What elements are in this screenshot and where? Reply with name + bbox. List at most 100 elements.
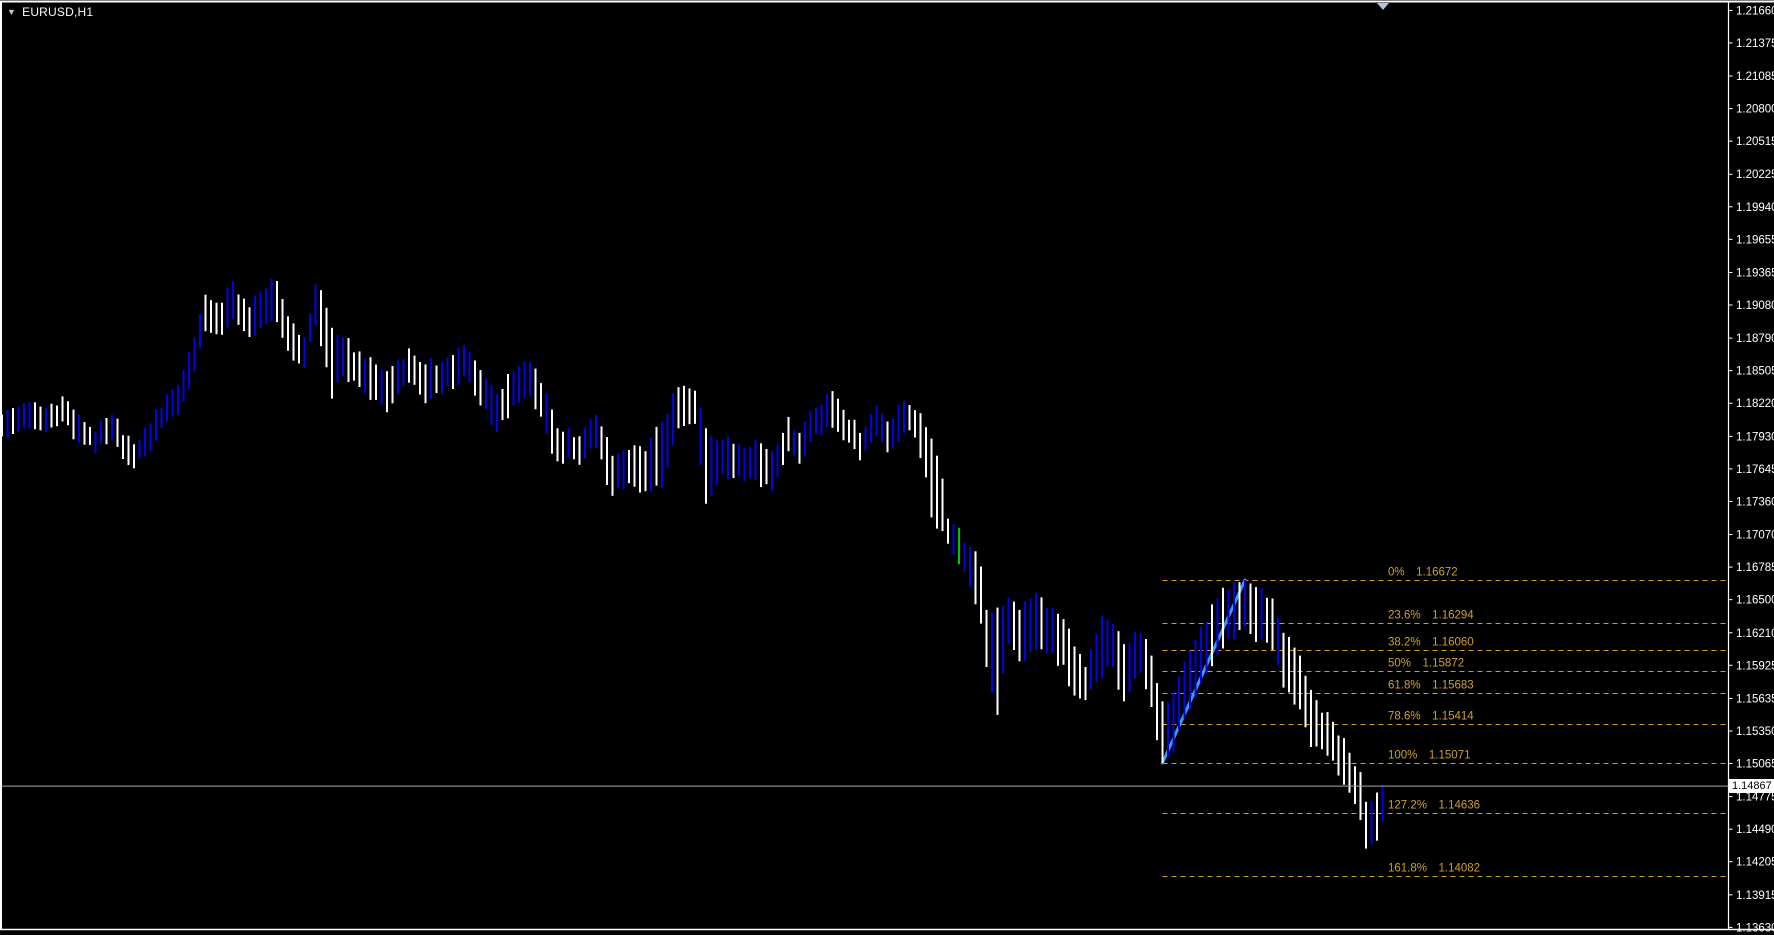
price-bar [309, 313, 311, 342]
axis-tick-label: 1.19365 [1736, 267, 1774, 279]
price-bar [804, 421, 806, 457]
price-bar [1310, 689, 1312, 747]
axis-tick-label: 1.13630 [1736, 922, 1774, 934]
price-bar [776, 444, 779, 478]
price-bar [1238, 582, 1241, 630]
price-bar [468, 352, 471, 383]
axis-tick-label: 1.20515 [1736, 136, 1774, 148]
price-bar [1062, 619, 1065, 665]
price-bar [534, 368, 537, 410]
price-bar [353, 352, 355, 381]
price-bar [903, 400, 905, 433]
price-bar [1343, 738, 1345, 785]
price-bar [204, 294, 207, 332]
price-bar [1084, 667, 1087, 701]
symbol-text: EURUSD,H1 [22, 5, 94, 19]
price-axis[interactable]: 1.21660 1.21375 1.21085 1.20800 1.20515 1.202… [1728, 5, 1774, 934]
axis-tick-label: 1.16210 [1736, 628, 1774, 640]
price-bar [72, 409, 75, 440]
candles-layer [1, 279, 1384, 849]
price-bar [160, 407, 163, 429]
price-bar [523, 361, 526, 398]
price-bar [639, 446, 641, 493]
price-bar [1167, 702, 1169, 757]
price-bar [1139, 632, 1142, 673]
price-bar [182, 370, 185, 402]
price-bar [243, 298, 245, 332]
price-bar [1156, 683, 1158, 741]
price-bar [1150, 655, 1153, 707]
price-bar [375, 364, 377, 400]
price-bar [551, 409, 553, 454]
price-bar [1040, 597, 1043, 650]
price-bar [122, 435, 124, 459]
price-bar [28, 401, 31, 429]
price-bar [578, 436, 581, 465]
price-bar [463, 345, 465, 376]
price-bar [138, 440, 141, 459]
price-bar [661, 421, 663, 488]
price-bar [34, 402, 36, 430]
price-bar [837, 398, 839, 432]
price-bar [677, 387, 680, 429]
price-bar [83, 422, 86, 445]
price-bar [820, 404, 823, 436]
price-bar [303, 337, 306, 368]
fib-trendline[interactable] [1161, 578, 1247, 765]
price-bar [1178, 676, 1180, 730]
fib-level-label: 78.6% 1.15414 [1388, 711, 1474, 723]
price-bar [1035, 592, 1037, 650]
price-bar [705, 428, 707, 504]
price-bar [1326, 712, 1329, 756]
fib-level-label: 61.8% 1.15683 [1388, 680, 1474, 692]
price-bar [325, 307, 328, 368]
price-bar [952, 524, 955, 556]
price-bar [116, 418, 119, 447]
symbol-dropdown-arrow-icon[interactable]: ▼ [7, 7, 17, 17]
fib-level-label: 50% 1.15872 [1388, 658, 1464, 670]
fib-level-label: 0% 1.16672 [1388, 567, 1458, 579]
price-bar [215, 302, 218, 335]
price-bar [1233, 582, 1235, 640]
axis-tick-label: 1.19655 [1736, 234, 1774, 246]
price-bar [347, 338, 350, 383]
price-bar [1024, 601, 1026, 661]
price-bar [859, 432, 861, 461]
price-bar [413, 355, 416, 385]
price-bar [1145, 639, 1147, 690]
price-bar [567, 427, 570, 459]
price-bar [1205, 621, 1208, 674]
price-bar [1337, 735, 1340, 776]
fibonacci-retracement[interactable]: 0% 1.16672 23.6% 1.16294 38.2% 1.16060 50% … [1161, 567, 1729, 877]
price-bar [743, 448, 746, 482]
price-bar [738, 444, 740, 477]
price-bar [1183, 661, 1186, 719]
price-bar [1216, 598, 1219, 656]
price-bar [430, 358, 432, 400]
price-bar [391, 366, 394, 404]
price-bar [265, 288, 267, 325]
price-bar [1348, 752, 1351, 793]
axis-tick-label: 1.20225 [1736, 169, 1774, 181]
price-bar [127, 435, 130, 466]
price-bar [518, 366, 520, 404]
price-bar [1073, 646, 1076, 696]
price-bar [617, 453, 619, 488]
price-bar [1, 414, 3, 437]
price-bar [1112, 623, 1114, 667]
price-bar [1271, 598, 1274, 650]
price-bar [111, 414, 113, 440]
price-bar [765, 449, 768, 485]
price-bar [512, 371, 515, 406]
price-bar [793, 430, 795, 456]
price-bar [237, 294, 240, 325]
price-bar [919, 413, 922, 459]
price-bar [210, 300, 212, 333]
price-bar [650, 437, 652, 492]
price-bar [974, 551, 977, 605]
price-bar [424, 364, 427, 404]
chart-shift-marker-icon[interactable] [1377, 3, 1389, 10]
price-bar [331, 327, 333, 399]
